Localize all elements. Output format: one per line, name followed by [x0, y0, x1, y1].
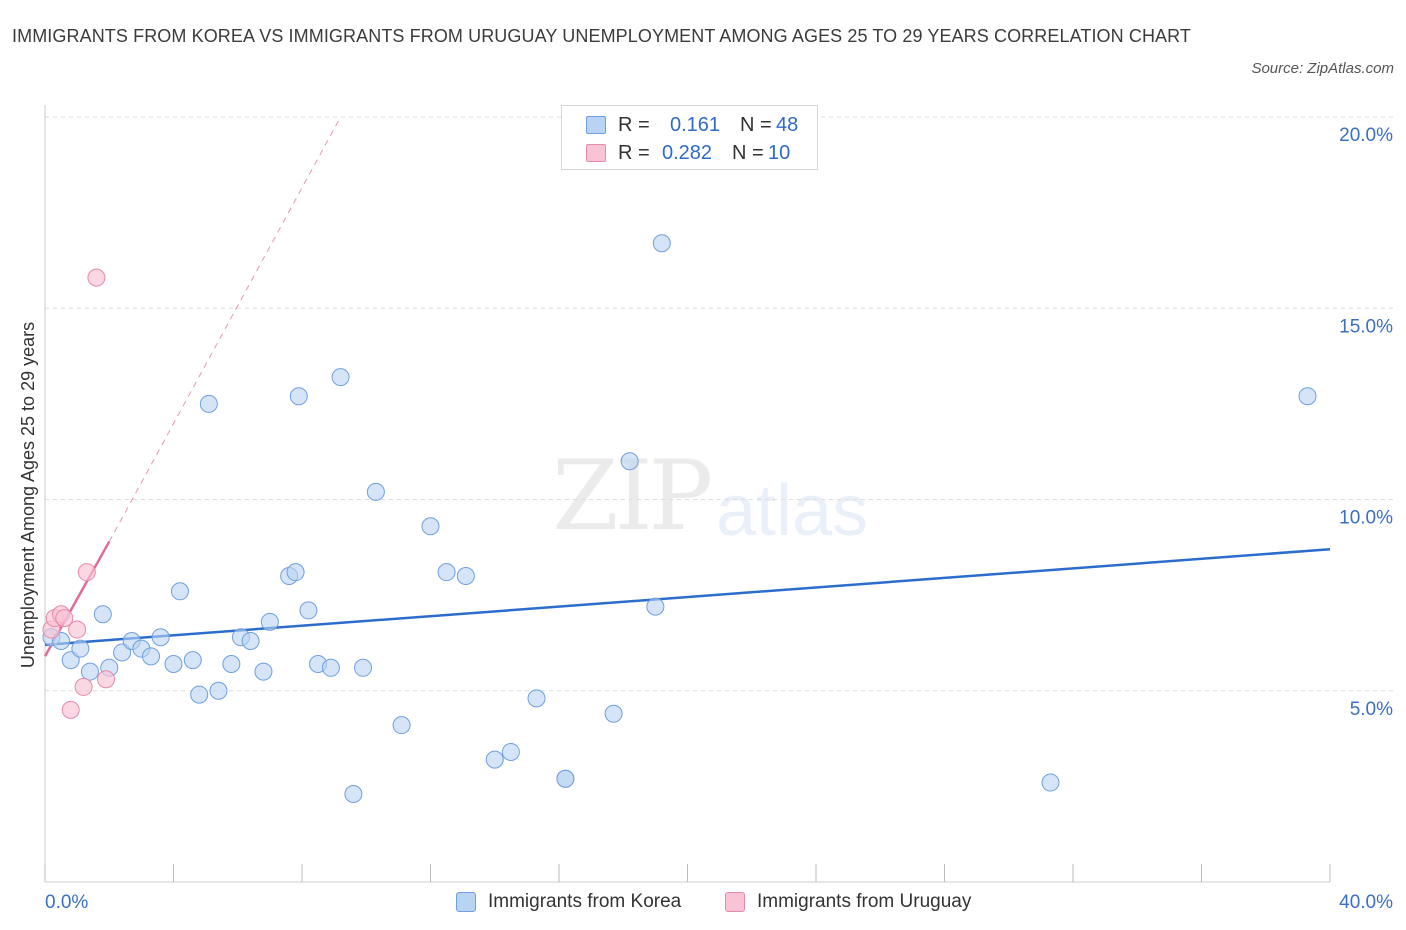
korea-point [527, 689, 546, 708]
uruguay-trend-extension [108, 116, 341, 542]
korea-point [71, 639, 90, 658]
korea-point [331, 368, 350, 387]
korea-point [254, 662, 273, 681]
korea-point [485, 750, 504, 769]
korea-r-label: R = [618, 113, 650, 136]
watermark-atlas: atlas [716, 471, 869, 551]
uruguay-points [42, 268, 116, 719]
korea-point [321, 658, 340, 677]
x-tick-label: 40.0% [1339, 892, 1393, 913]
bottom-uruguay-label: Immigrants from Uruguay [757, 891, 972, 912]
bottom-korea-swatch [456, 892, 476, 912]
bottom-legend-uruguay: Immigrants from Uruguay [725, 889, 971, 915]
korea-point [366, 482, 385, 501]
korea-point [113, 643, 132, 662]
chart-title: IMMIGRANTS FROM KOREA VS IMMIGRANTS FROM… [12, 26, 1192, 46]
korea-point [344, 785, 363, 804]
korea-point [652, 234, 671, 253]
korea-point [170, 582, 189, 601]
korea-swatch [586, 116, 606, 134]
legend-row-korea: R = 0.161 N = 48 [586, 113, 798, 137]
korea-point [52, 632, 71, 651]
korea-point [354, 658, 373, 677]
source-label: Source: ZipAtlas.com [1251, 60, 1394, 77]
korea-point [286, 563, 305, 582]
uruguay-point [97, 670, 116, 689]
korea-point [199, 394, 218, 413]
korea-point [151, 628, 170, 647]
korea-point [392, 716, 411, 735]
uruguay-point [68, 620, 87, 639]
korea-point [61, 651, 80, 670]
uruguay-point [74, 677, 93, 696]
trend-lines [43, 116, 1331, 657]
x-tick-label: 0.0% [45, 892, 88, 913]
korea-point [299, 601, 318, 620]
bottom-uruguay-swatch [725, 892, 745, 912]
korea-point [93, 605, 112, 624]
korea-point [142, 647, 161, 666]
korea-r-value: 0.161 [670, 113, 721, 136]
y-tick-label: 20.0% [1339, 125, 1393, 146]
x-tick-labels: 0.0% 40.0% [45, 892, 1393, 913]
korea-point [260, 612, 279, 631]
legend-row-uruguay: R = 0.282 N = 10 [586, 141, 790, 165]
uruguay-n-value: 10 [768, 141, 791, 164]
y-tick-label: 5.0% [1350, 699, 1393, 720]
korea-n-label: N = [740, 113, 772, 136]
korea-point [456, 567, 475, 585]
y-tick-label: 10.0% [1339, 508, 1393, 529]
korea-point [289, 387, 308, 406]
uruguay-r-value: 0.282 [662, 141, 713, 164]
korea-point [437, 563, 456, 582]
korea-trend-line [44, 547, 1331, 647]
korea-point [209, 681, 228, 700]
korea-point [190, 685, 209, 704]
korea-n-value: 48 [776, 113, 799, 136]
grid-lines [45, 116, 1395, 692]
y-axis-label: Unemployment Among Ages 25 to 29 years [18, 322, 38, 668]
uruguay-point [55, 609, 74, 628]
korea-point [556, 769, 575, 788]
korea-point [501, 742, 520, 761]
korea-point [1298, 387, 1317, 406]
korea-point [183, 651, 202, 670]
stats-legend: R = 0.161 N = 48 R = 0.282 N = 10 [561, 105, 818, 170]
y-tick-labels: 5.0% 10.0% 15.0% 20.0% [1339, 125, 1393, 720]
uruguay-n-label: N = [732, 141, 764, 164]
korea-point [646, 597, 665, 616]
uruguay-r-label: R = [618, 141, 650, 164]
uruguay-point [61, 700, 80, 719]
bottom-korea-label: Immigrants from Korea [488, 891, 682, 912]
bottom-legend-korea: Immigrants from Korea [456, 889, 681, 915]
korea-point [222, 654, 241, 673]
korea-point [241, 632, 260, 651]
korea-point [80, 662, 99, 681]
axes [44, 105, 1331, 883]
y-tick-label: 15.0% [1339, 316, 1393, 337]
uruguay-point [87, 268, 106, 287]
korea-point [421, 517, 440, 536]
korea-points [42, 234, 1317, 804]
korea-point [1041, 773, 1060, 792]
uruguay-point [77, 563, 96, 582]
korea-point [164, 654, 183, 673]
korea-point [620, 452, 639, 471]
korea-point [604, 704, 623, 723]
uruguay-swatch [586, 144, 606, 162]
